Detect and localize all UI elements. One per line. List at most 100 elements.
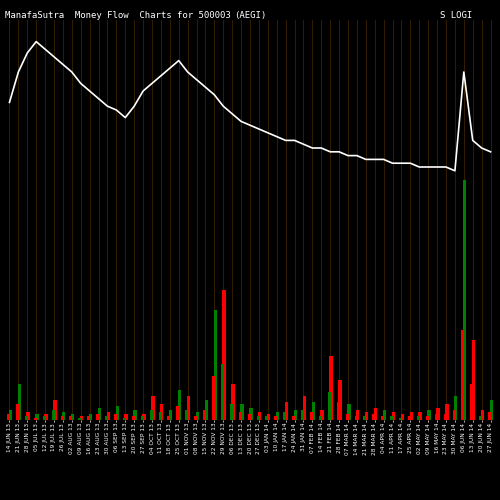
Bar xyxy=(267,414,270,420)
Bar xyxy=(158,412,162,420)
Bar xyxy=(399,418,402,420)
Bar xyxy=(178,390,182,420)
Bar xyxy=(356,410,360,420)
Bar xyxy=(372,414,376,420)
Bar xyxy=(232,384,235,420)
Bar xyxy=(330,356,333,420)
Bar xyxy=(490,400,493,420)
Bar xyxy=(78,418,82,420)
Bar xyxy=(151,396,154,420)
Bar xyxy=(364,416,366,420)
Bar xyxy=(249,408,252,420)
Bar xyxy=(25,416,28,420)
Bar xyxy=(472,340,476,420)
Bar xyxy=(221,364,224,420)
Bar xyxy=(176,406,180,420)
Bar xyxy=(462,330,464,420)
Bar xyxy=(481,410,484,420)
Bar xyxy=(8,410,12,420)
Bar xyxy=(124,414,128,420)
Bar xyxy=(169,410,172,420)
Bar xyxy=(18,384,21,420)
Bar xyxy=(445,404,448,420)
Bar xyxy=(285,402,288,420)
Bar xyxy=(98,408,101,420)
Bar xyxy=(52,410,54,420)
Bar xyxy=(141,416,144,420)
Text: ManafaSutra  Money Flow  Charts for 500003: ManafaSutra Money Flow Charts for 500003 xyxy=(5,11,231,20)
Bar xyxy=(80,416,84,420)
Bar xyxy=(346,414,348,420)
Bar xyxy=(312,402,315,420)
Bar xyxy=(123,418,126,420)
Bar xyxy=(222,290,226,420)
Bar xyxy=(248,414,250,420)
Bar xyxy=(194,416,197,420)
Bar xyxy=(470,384,474,420)
Bar xyxy=(239,412,242,420)
Bar xyxy=(142,414,146,420)
Text: (AEGI): (AEGI) xyxy=(234,11,266,20)
Bar xyxy=(417,416,420,420)
Bar xyxy=(284,412,286,420)
Bar xyxy=(410,412,413,420)
Bar xyxy=(240,404,244,420)
Bar xyxy=(428,410,431,420)
Bar xyxy=(106,412,110,420)
Bar xyxy=(116,406,119,420)
Bar xyxy=(480,416,482,420)
Bar xyxy=(89,414,92,420)
Bar xyxy=(105,416,108,420)
Bar xyxy=(168,416,170,420)
Bar xyxy=(436,408,440,420)
Bar xyxy=(114,414,117,420)
Bar xyxy=(452,410,456,420)
Bar xyxy=(444,414,446,420)
Bar xyxy=(60,416,64,420)
Bar xyxy=(435,414,438,420)
Bar xyxy=(26,412,30,420)
Bar xyxy=(488,412,491,420)
Bar xyxy=(276,412,280,420)
Bar xyxy=(382,416,384,420)
Bar xyxy=(390,416,393,420)
Bar xyxy=(383,410,386,420)
Bar xyxy=(214,310,217,420)
Bar xyxy=(187,396,190,420)
Bar xyxy=(53,400,56,420)
Bar xyxy=(274,416,278,420)
Bar xyxy=(16,404,19,420)
Bar xyxy=(62,412,66,420)
Bar xyxy=(36,414,39,420)
Bar xyxy=(203,410,206,420)
Bar xyxy=(150,410,152,420)
Bar xyxy=(337,402,340,420)
Bar xyxy=(319,416,322,420)
Bar xyxy=(134,410,137,420)
Bar xyxy=(463,180,466,420)
Bar xyxy=(71,414,74,420)
Bar xyxy=(34,418,36,420)
Bar xyxy=(196,412,199,420)
Bar xyxy=(302,396,306,420)
Bar xyxy=(160,404,164,420)
Bar xyxy=(44,414,48,420)
Bar xyxy=(418,412,422,420)
Bar xyxy=(354,416,358,420)
Bar xyxy=(301,410,304,420)
Bar xyxy=(70,416,72,420)
Bar xyxy=(310,412,313,420)
Bar xyxy=(400,414,404,420)
Bar xyxy=(212,376,215,420)
Bar xyxy=(392,412,395,420)
Text: S LOGI: S LOGI xyxy=(440,11,472,20)
Bar xyxy=(454,396,458,420)
Bar xyxy=(294,410,297,420)
Bar xyxy=(374,408,378,420)
Bar xyxy=(408,416,411,420)
Bar xyxy=(204,400,208,420)
Bar xyxy=(347,404,350,420)
Bar xyxy=(96,414,99,420)
Bar xyxy=(230,404,232,420)
Bar xyxy=(7,414,10,420)
